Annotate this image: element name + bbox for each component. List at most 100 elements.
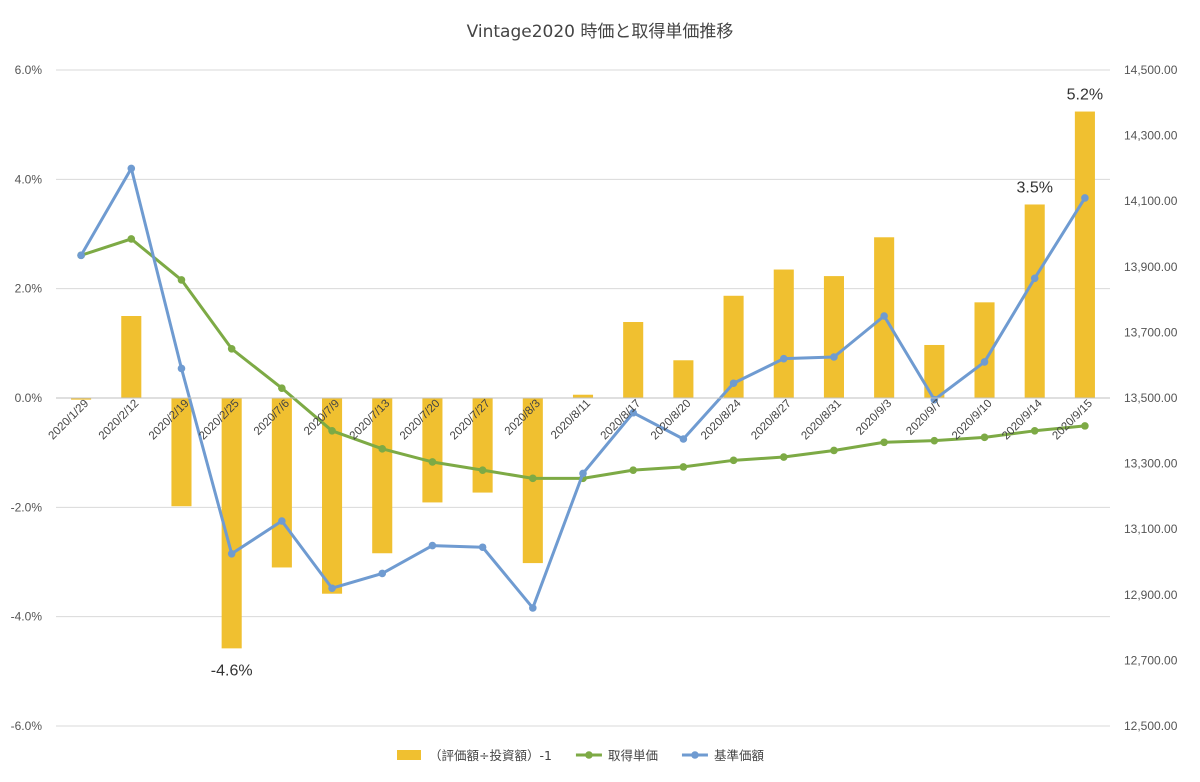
category-tick-label: 2020/8/17 xyxy=(599,398,644,443)
series-point xyxy=(378,445,387,453)
series-point xyxy=(227,550,236,558)
bar xyxy=(974,302,995,398)
legend: （評価額÷投資額）-1 取得単価 基準価額 xyxy=(397,748,764,763)
bar xyxy=(773,269,794,398)
series-point xyxy=(1081,422,1089,430)
series-point xyxy=(428,541,437,550)
series-point xyxy=(629,408,637,417)
series-point xyxy=(880,438,888,447)
series-point xyxy=(629,466,637,474)
category-tick-label: 2020/9/7 xyxy=(904,398,944,438)
category-tick-label: 2020/8/24 xyxy=(699,397,744,442)
bar xyxy=(723,295,744,398)
category-tick-label: 2020/2/12 xyxy=(97,398,142,443)
series-point xyxy=(880,312,888,320)
axes: 6.0% 4.0% 2.0% 0.0% -2.0% -4.0% -6.0% 14,500.00… xyxy=(11,63,1178,733)
category-tick-label: 2020/8/31 xyxy=(799,398,844,443)
legend-marker xyxy=(585,751,593,759)
series-point xyxy=(980,358,989,366)
legend-label: 基準価額 xyxy=(714,748,765,763)
right-axis-tick-label: 13,500.00 xyxy=(1124,391,1178,405)
left-axis-tick-label: 6.0% xyxy=(15,63,43,77)
bar-series xyxy=(71,111,1095,649)
right-axis-tick-label: 13,300.00 xyxy=(1124,457,1178,471)
series-point xyxy=(529,604,537,612)
left-axis-tick-label: 4.0% xyxy=(15,172,43,186)
category-tick-label: 2020/9/15 xyxy=(1050,398,1095,443)
left-axis-tick-label: -6.0% xyxy=(11,719,43,733)
series-point xyxy=(679,463,688,471)
right-axis-tick-label: 13,100.00 xyxy=(1124,522,1178,536)
series-point xyxy=(529,474,537,483)
series-point xyxy=(980,433,989,442)
category-tick-label: 2020/9/3 xyxy=(854,398,894,438)
bar xyxy=(221,398,242,649)
series-point xyxy=(1030,274,1039,283)
series-point xyxy=(278,384,286,392)
data-label: 5.2% xyxy=(1067,87,1103,104)
legend-swatch xyxy=(397,750,421,760)
data-label: -4.6% xyxy=(211,662,253,679)
series-point xyxy=(127,235,136,243)
series-point xyxy=(579,469,587,478)
series-point xyxy=(278,517,286,525)
bar xyxy=(422,398,443,503)
line-series xyxy=(77,164,1089,612)
bar xyxy=(1024,204,1045,398)
left-axis-tick-label: 2.0% xyxy=(15,282,43,296)
right-axis-tick-label: 14,300.00 xyxy=(1124,129,1178,143)
category-tick-label: 2020/1/29 xyxy=(47,398,92,443)
series-point xyxy=(227,345,236,353)
series-point xyxy=(378,569,387,578)
data-label: 3.5% xyxy=(1016,179,1052,196)
right-axis-tick-label: 13,900.00 xyxy=(1124,260,1178,274)
chart-title: Vintage2020 時価と取得単価推移 xyxy=(467,22,734,42)
legend-label: （評価額÷投資額）-1 xyxy=(429,748,552,763)
bar xyxy=(372,398,393,554)
series-point xyxy=(729,456,738,465)
category-tick-label: 2020/9/14 xyxy=(1000,397,1045,442)
right-axis-tick-label: 14,500.00 xyxy=(1124,63,1178,77)
series-point xyxy=(779,354,788,363)
bar xyxy=(171,398,192,507)
series-point xyxy=(779,453,788,461)
bar xyxy=(924,344,945,398)
left-axis-tick-label: -2.0% xyxy=(11,500,43,514)
bar xyxy=(322,398,343,594)
series-point xyxy=(328,584,336,593)
left-axis-tick-label: 0.0% xyxy=(15,391,43,405)
bar xyxy=(271,398,292,568)
legend-marker xyxy=(691,751,699,759)
series-point xyxy=(679,435,688,443)
series-point xyxy=(127,164,136,173)
category-tick-label: 2020/8/27 xyxy=(749,398,794,443)
series-point xyxy=(177,276,186,284)
bar xyxy=(623,322,644,398)
series-point xyxy=(830,446,838,455)
right-axis-tick-label: 12,700.00 xyxy=(1124,653,1178,667)
category-tick-label: 2020/8/11 xyxy=(549,398,593,442)
series-point xyxy=(1030,427,1039,435)
bar xyxy=(121,316,142,398)
right-axis-tick-label: 13,700.00 xyxy=(1124,325,1178,339)
series-point xyxy=(328,427,336,435)
series-point xyxy=(428,458,437,466)
bar xyxy=(1074,111,1095,399)
left-axis-tick-label: -4.0% xyxy=(11,610,43,624)
data-annotations: -4.6% 3.5% 5.2% xyxy=(211,87,1103,680)
bar xyxy=(823,276,844,398)
legend-label: 取得単価 xyxy=(608,748,658,763)
bar xyxy=(673,360,694,398)
series-point xyxy=(478,543,487,552)
right-axis-tick-label: 14,100.00 xyxy=(1124,194,1178,208)
series-point xyxy=(77,251,85,260)
series-point xyxy=(729,379,738,388)
series-point xyxy=(830,353,838,361)
series-point xyxy=(177,364,186,373)
right-axis-tick-label: 12,500.00 xyxy=(1124,719,1178,733)
series-point xyxy=(1081,194,1089,202)
series-point xyxy=(478,466,487,474)
bar xyxy=(572,394,594,398)
